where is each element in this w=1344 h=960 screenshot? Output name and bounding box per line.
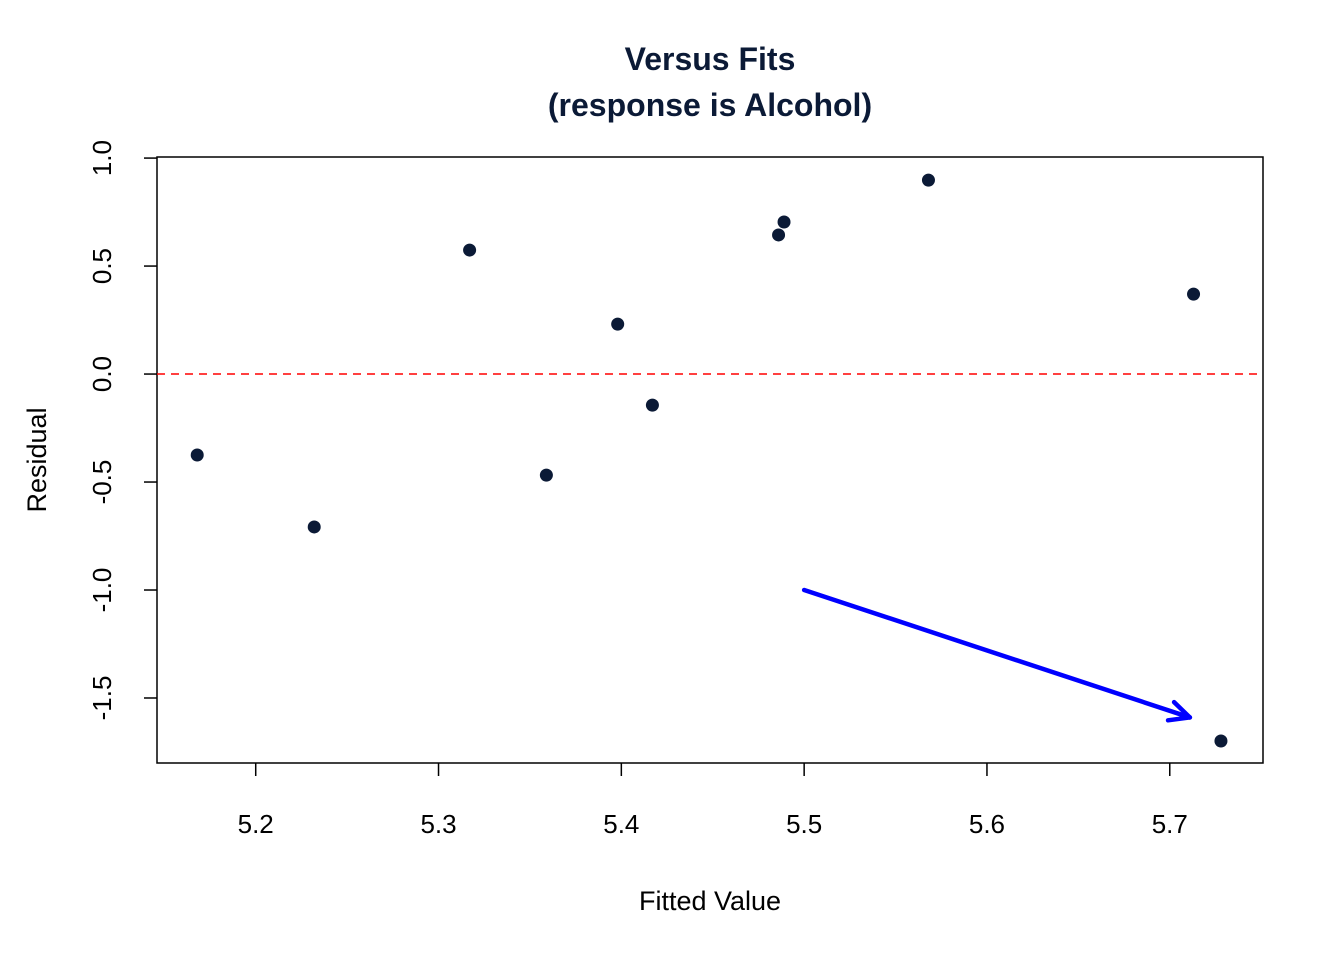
x-tick-label: 5.4 <box>603 809 639 839</box>
x-tick-label: 5.6 <box>969 809 1005 839</box>
data-point <box>1214 734 1228 748</box>
plot-marks <box>157 173 1263 748</box>
arrow-head <box>1165 699 1193 723</box>
data-point <box>190 448 204 462</box>
x-tick-label: 5.3 <box>420 809 456 839</box>
x-tick-label: 5.7 <box>1152 809 1188 839</box>
y-tick-label: 0.0 <box>87 356 117 392</box>
data-point <box>463 243 477 257</box>
data-point <box>611 317 625 331</box>
y-axis: 1.0 0.5 0.0 -0.5 -1.0 -1.5 <box>87 140 157 720</box>
data-point <box>777 215 791 229</box>
x-tick-label: 5.5 <box>786 809 822 839</box>
x-axis: 5.2 5.3 5.4 5.5 5.6 5.7 <box>238 763 1188 839</box>
data-point <box>921 173 935 187</box>
x-tick-label: 5.2 <box>238 809 274 839</box>
chart-subtitle: (response is Alcohol) <box>548 87 872 123</box>
data-point <box>307 520 321 534</box>
data-point <box>1187 287 1201 301</box>
y-tick-label: -1.0 <box>87 568 117 613</box>
y-axis-label: Residual <box>22 407 52 512</box>
chart-title: Versus Fits <box>625 41 796 77</box>
y-tick-label: -0.5 <box>87 460 117 505</box>
data-point <box>539 468 553 482</box>
y-tick-label: -1.5 <box>87 676 117 721</box>
data-point <box>772 228 786 242</box>
annotation-arrow <box>801 587 1193 720</box>
x-axis-label: Fitted Value <box>639 886 781 916</box>
data-point <box>645 398 659 412</box>
plot-frame <box>156 156 1264 764</box>
y-tick-label: 0.5 <box>87 248 117 284</box>
y-tick-label: 1.0 <box>87 140 117 176</box>
